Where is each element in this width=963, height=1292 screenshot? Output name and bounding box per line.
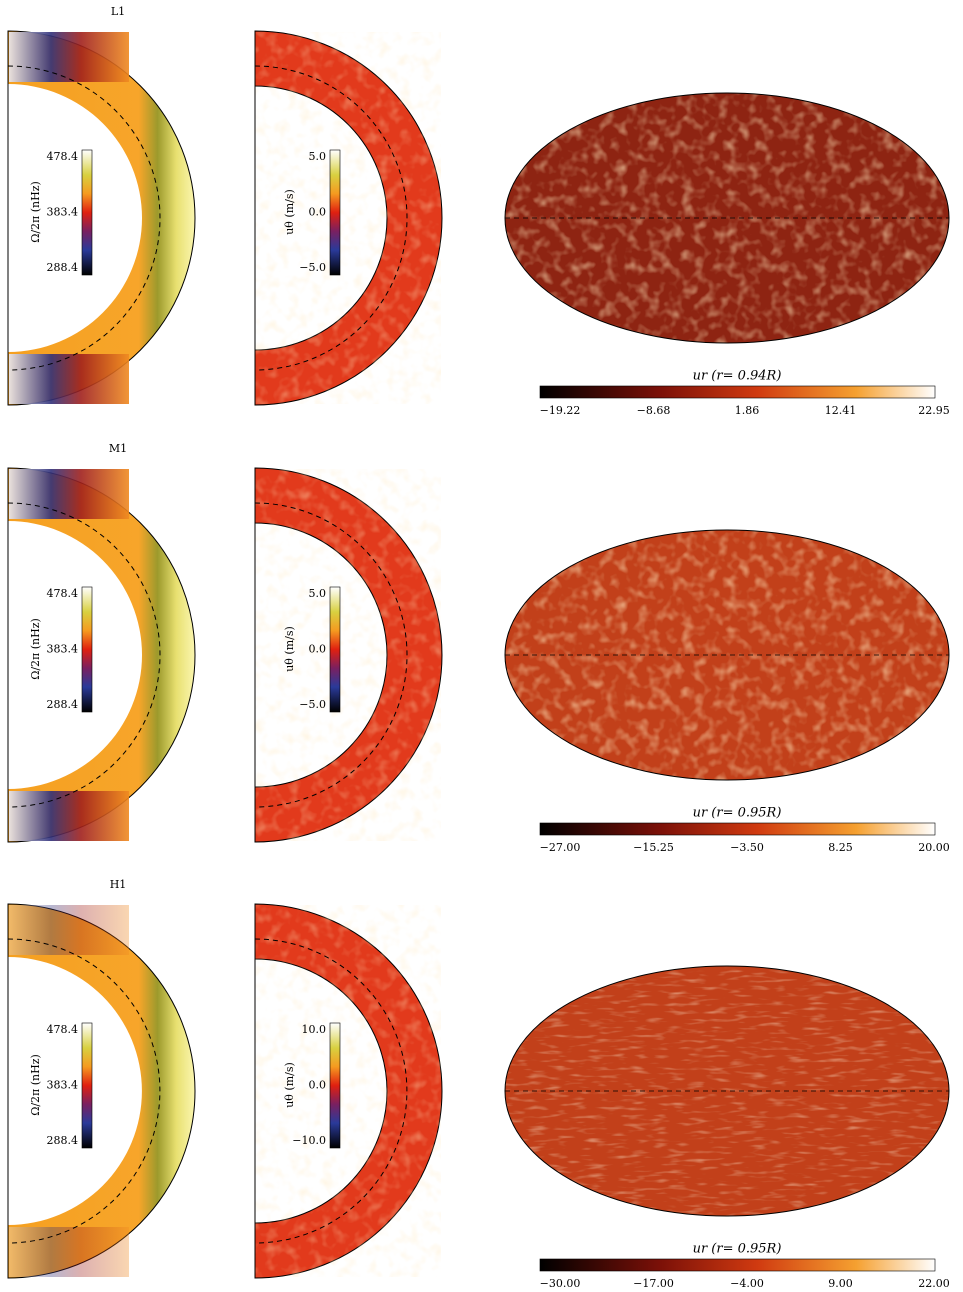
- colorbar-tick-label: 12.41: [825, 404, 857, 417]
- colorbar-tick-label: 478.4: [47, 1023, 79, 1036]
- colorbar: [540, 386, 935, 398]
- panel-label: M1: [109, 442, 127, 455]
- colorbar-tick-label: 383.4: [47, 206, 79, 219]
- panel-label: L1: [111, 5, 125, 18]
- colorbar-label: Ω/2π (nHz): [29, 181, 42, 243]
- colorbar-tick-label: 288.4: [47, 698, 79, 711]
- colorbar-tick-label: −17.00: [633, 1277, 674, 1290]
- colorbar: [330, 150, 340, 275]
- pole-region: [9, 791, 129, 841]
- pole-region: [9, 469, 129, 519]
- colorbar-tick-label: −10.0: [292, 1134, 326, 1147]
- colorbar: [82, 587, 92, 712]
- colorbar: [330, 587, 340, 712]
- colorbar: [82, 1023, 92, 1148]
- colorbar-tick-label: 5.0: [309, 587, 327, 600]
- colorbar: [540, 823, 935, 835]
- map-title: ur (r= 0.95R): [693, 1242, 782, 1257]
- colorbar-tick-label: 10.0: [302, 1023, 327, 1036]
- colorbar: [330, 1023, 340, 1148]
- figure: L1 478.4 383.4 288.4 Ω/2π (nHz) 5.0 0.0 −5.0 uθ …: [0, 0, 963, 1292]
- colorbar-tick-label: 20.00: [918, 841, 950, 854]
- colorbar-label: uθ (m/s): [283, 1062, 296, 1108]
- map: [505, 966, 949, 1216]
- colorbar-tick-label: 9.00: [828, 1277, 853, 1290]
- colorbar-tick-label: 478.4: [47, 150, 79, 163]
- colorbar-tick-label: −5.0: [299, 698, 326, 711]
- pole-region: [9, 32, 129, 82]
- colorbar-tick-label: −30.00: [540, 1277, 581, 1290]
- colorbar-label: Ω/2π (nHz): [29, 618, 42, 680]
- colorbar-tick-label: 383.4: [47, 1079, 79, 1092]
- pole-region: [9, 354, 129, 404]
- colorbar-tick-label: 0.0: [309, 1079, 327, 1092]
- colorbar-tick-label: 383.4: [47, 643, 79, 656]
- map: [505, 530, 949, 780]
- map: [505, 93, 949, 343]
- colorbar-tick-label: 0.0: [309, 643, 327, 656]
- colorbar: [540, 1259, 935, 1271]
- colorbar-tick-label: −19.22: [540, 404, 581, 417]
- colorbar-tick-label: −15.25: [633, 841, 674, 854]
- map-title: ur (r= 0.94R): [693, 369, 782, 384]
- colorbar-tick-label: −4.00: [730, 1277, 764, 1290]
- colorbar-tick-label: −8.68: [637, 404, 671, 417]
- colorbar-tick-label: 0.0: [309, 206, 327, 219]
- colorbar-tick-label: 288.4: [47, 261, 79, 274]
- colorbar-label: Ω/2π (nHz): [29, 1054, 42, 1116]
- colorbar-tick-label: 8.25: [828, 841, 853, 854]
- colorbar-tick-label: −27.00: [540, 841, 581, 854]
- pole-region: [9, 905, 129, 955]
- pole-region: [9, 1227, 129, 1277]
- colorbar-tick-label: 22.95: [918, 404, 950, 417]
- colorbar-tick-label: 288.4: [47, 1134, 79, 1147]
- colorbar-label: uθ (m/s): [283, 189, 296, 235]
- panel-label: H1: [110, 878, 127, 891]
- colorbar-tick-label: 22.00: [918, 1277, 950, 1290]
- colorbar-tick-label: 478.4: [47, 587, 79, 600]
- colorbar: [82, 150, 92, 275]
- colorbar-tick-label: −3.50: [730, 841, 764, 854]
- colorbar-label: uθ (m/s): [283, 626, 296, 672]
- colorbar-tick-label: 1.86: [735, 404, 760, 417]
- colorbar-tick-label: 5.0: [309, 150, 327, 163]
- map-title: ur (r= 0.95R): [693, 806, 782, 821]
- colorbar-tick-label: −5.0: [299, 261, 326, 274]
